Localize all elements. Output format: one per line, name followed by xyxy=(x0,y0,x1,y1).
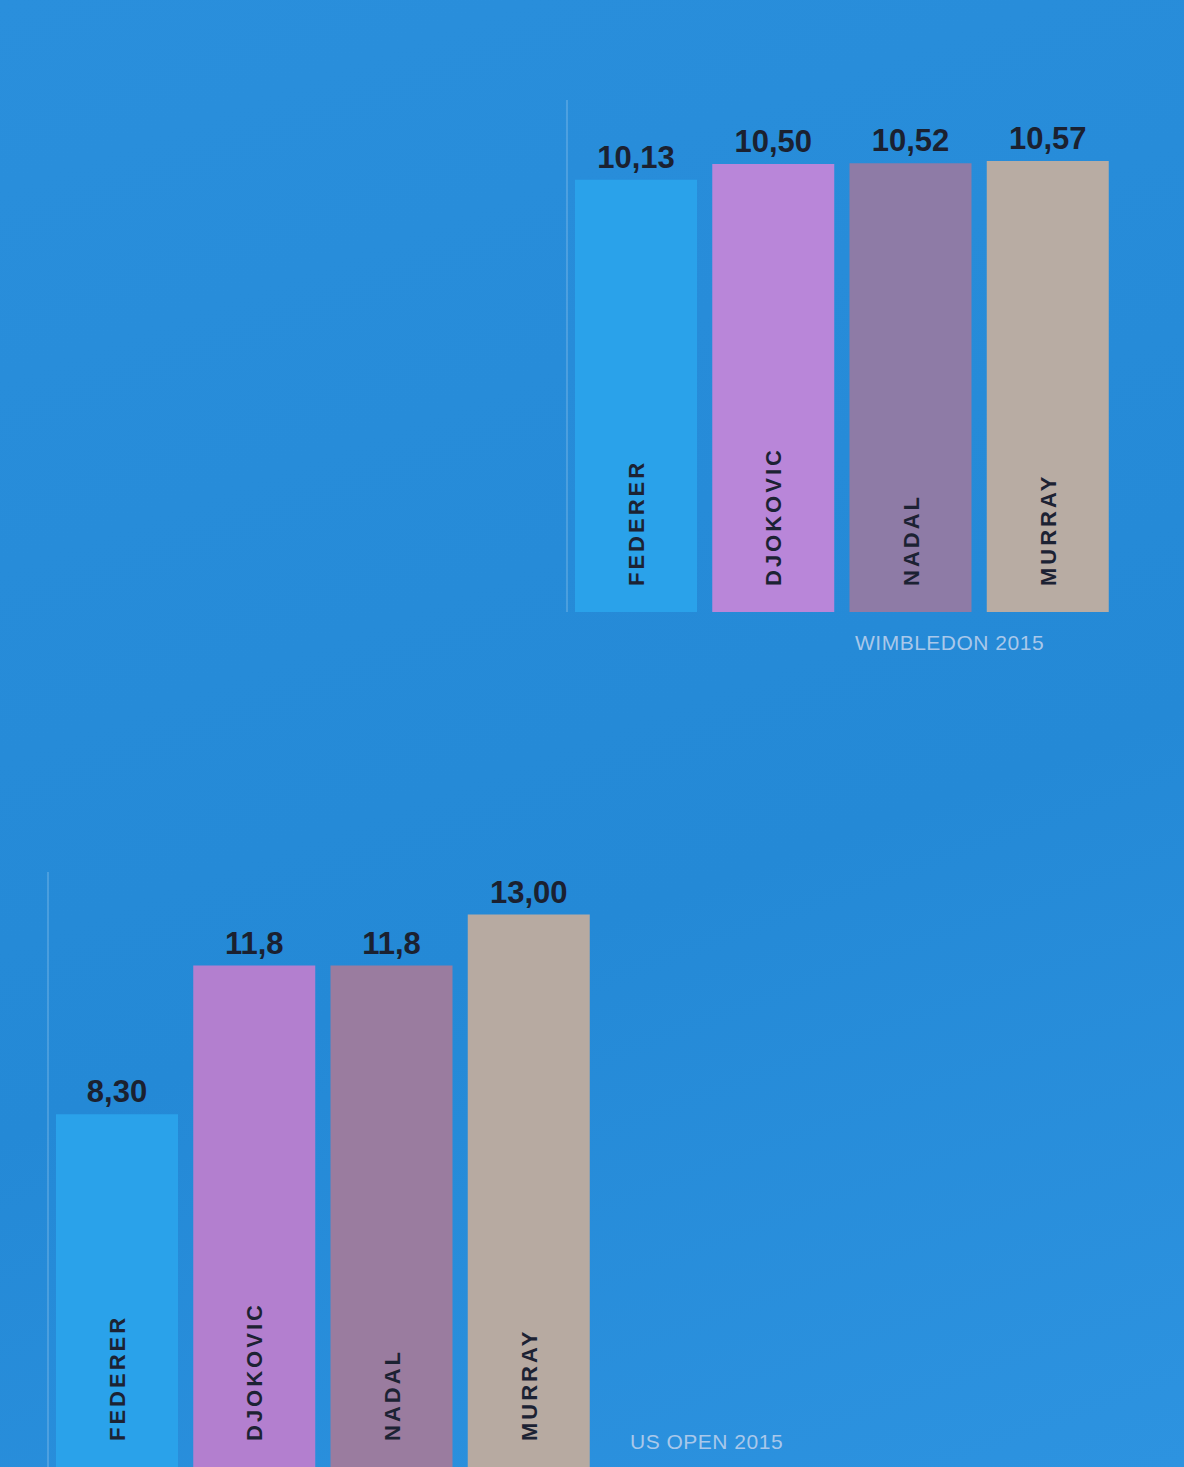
svg-text:11,8: 11,8 xyxy=(225,926,284,961)
html-text:WIMBLEDON 2015: WIMBLEDON 2015 xyxy=(855,631,1045,654)
svg-text:MURRAY: MURRAY xyxy=(517,1328,542,1441)
svg-text:NADAL: NADAL xyxy=(380,1349,405,1441)
svg-text:FEDERER: FEDERER xyxy=(624,460,649,586)
svg-text:8,30: 8,30 xyxy=(87,1074,147,1109)
svg-text:NADAL: NADAL xyxy=(899,494,924,586)
svg-text:10,57: 10,57 xyxy=(1009,121,1087,156)
html-text:US OPEN 2015: US OPEN 2015 xyxy=(630,1430,784,1453)
svg-text:10,13: 10,13 xyxy=(597,140,675,175)
svg-text:10,52: 10,52 xyxy=(872,123,950,158)
svg-text:10,50: 10,50 xyxy=(734,124,812,159)
svg-text:MURRAY: MURRAY xyxy=(1036,473,1061,586)
svg-text:13,00: 13,00 xyxy=(490,875,568,910)
svg-text:DJOKOVIC: DJOKOVIC xyxy=(242,1302,267,1441)
svg-text:11,8: 11,8 xyxy=(362,926,421,961)
svg-text:FEDERER: FEDERER xyxy=(105,1315,130,1441)
svg-text:DJOKOVIC: DJOKOVIC xyxy=(761,447,786,586)
